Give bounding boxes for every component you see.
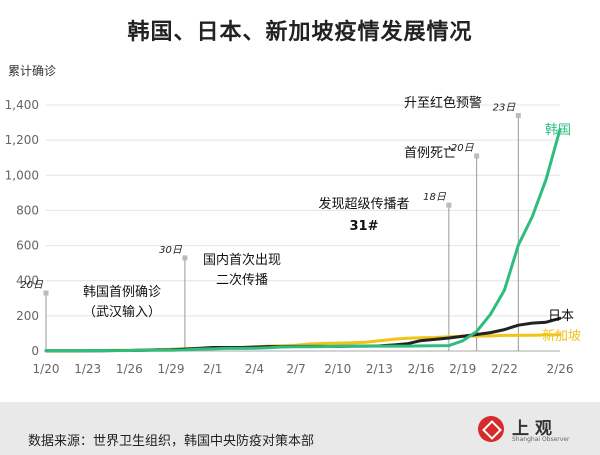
series-label: 韩国 bbox=[545, 123, 571, 138]
y-tick-label: 1,200 bbox=[5, 133, 39, 147]
annotation-date: 20日 bbox=[451, 143, 475, 154]
x-tick-label: 2/16 bbox=[408, 362, 435, 376]
annotation-text: 升至红色预警 bbox=[404, 95, 482, 111]
data-source: 数据来源：世界卫生组织，韩国中央防疫对策本部 bbox=[28, 434, 315, 449]
x-tick-label: 1/20 bbox=[33, 362, 60, 376]
annotation-text: 31# bbox=[350, 219, 379, 234]
y-tick-label: 400 bbox=[16, 274, 39, 288]
annotation-date: 20日 bbox=[20, 280, 44, 291]
annotation-marker bbox=[446, 202, 452, 208]
y-tick-label: 0 bbox=[31, 344, 39, 358]
logo-icon bbox=[478, 416, 504, 442]
series-label: 新加坡 bbox=[542, 328, 581, 344]
y-tick-label: 800 bbox=[16, 203, 39, 217]
x-tick-label: 1/23 bbox=[74, 362, 101, 376]
series-line bbox=[44, 127, 562, 353]
annotation-marker bbox=[43, 290, 49, 296]
series-line bbox=[44, 333, 562, 353]
x-tick-label: 2/13 bbox=[366, 362, 393, 376]
x-tick-label: 2/22 bbox=[491, 362, 518, 376]
series-label: 日本 bbox=[548, 309, 574, 324]
annotation-date: 30日 bbox=[159, 245, 183, 256]
y-tick-label: 200 bbox=[16, 309, 39, 323]
chart-title: 韩国、日本、新加坡疫情发展情况 bbox=[127, 20, 473, 45]
annotation-text: 韩国首例确诊 bbox=[83, 285, 161, 300]
annotation-marker bbox=[515, 113, 521, 119]
logo-name: 上观 bbox=[512, 419, 558, 439]
x-tick-label: 1/26 bbox=[116, 362, 143, 376]
x-tick-label: 2/1 bbox=[203, 362, 222, 376]
annotation-text: 国内首次出现 bbox=[203, 252, 281, 268]
x-tick-label: 2/7 bbox=[286, 362, 305, 376]
shanghai-observer-logo: 上观 Shanghai Observer bbox=[478, 414, 588, 448]
annotation-date: 23日 bbox=[493, 103, 517, 114]
x-tick-label: 2/19 bbox=[449, 362, 476, 376]
x-tick-label: 2/4 bbox=[245, 362, 264, 376]
annotation-text: 首例死亡 bbox=[404, 146, 456, 161]
annotation-marker bbox=[474, 153, 480, 159]
x-tick-label: 2/10 bbox=[324, 362, 351, 376]
x-tick-label: 1/29 bbox=[158, 362, 185, 376]
annotation-date: 18日 bbox=[423, 192, 447, 203]
y-tick-label: 600 bbox=[16, 239, 39, 253]
logo-subtitle: Shanghai Observer bbox=[512, 436, 570, 443]
y-tick-label: 1,000 bbox=[5, 168, 39, 182]
annotation-text: （武汉输入） bbox=[83, 304, 161, 320]
annotation-text: 发现超级传播者 bbox=[318, 196, 409, 212]
x-tick-label: 2/26 bbox=[547, 362, 574, 376]
y-tick-label: 1,400 bbox=[5, 98, 39, 112]
annotation-marker bbox=[182, 255, 188, 261]
annotation-text: 二次传播 bbox=[216, 272, 268, 288]
y-axis-label: 累计确诊 bbox=[8, 64, 57, 78]
line-chart: 0 200 400 600 800 1,000 1,200 1,400 1/20 1/23 1/26… bbox=[5, 95, 581, 376]
